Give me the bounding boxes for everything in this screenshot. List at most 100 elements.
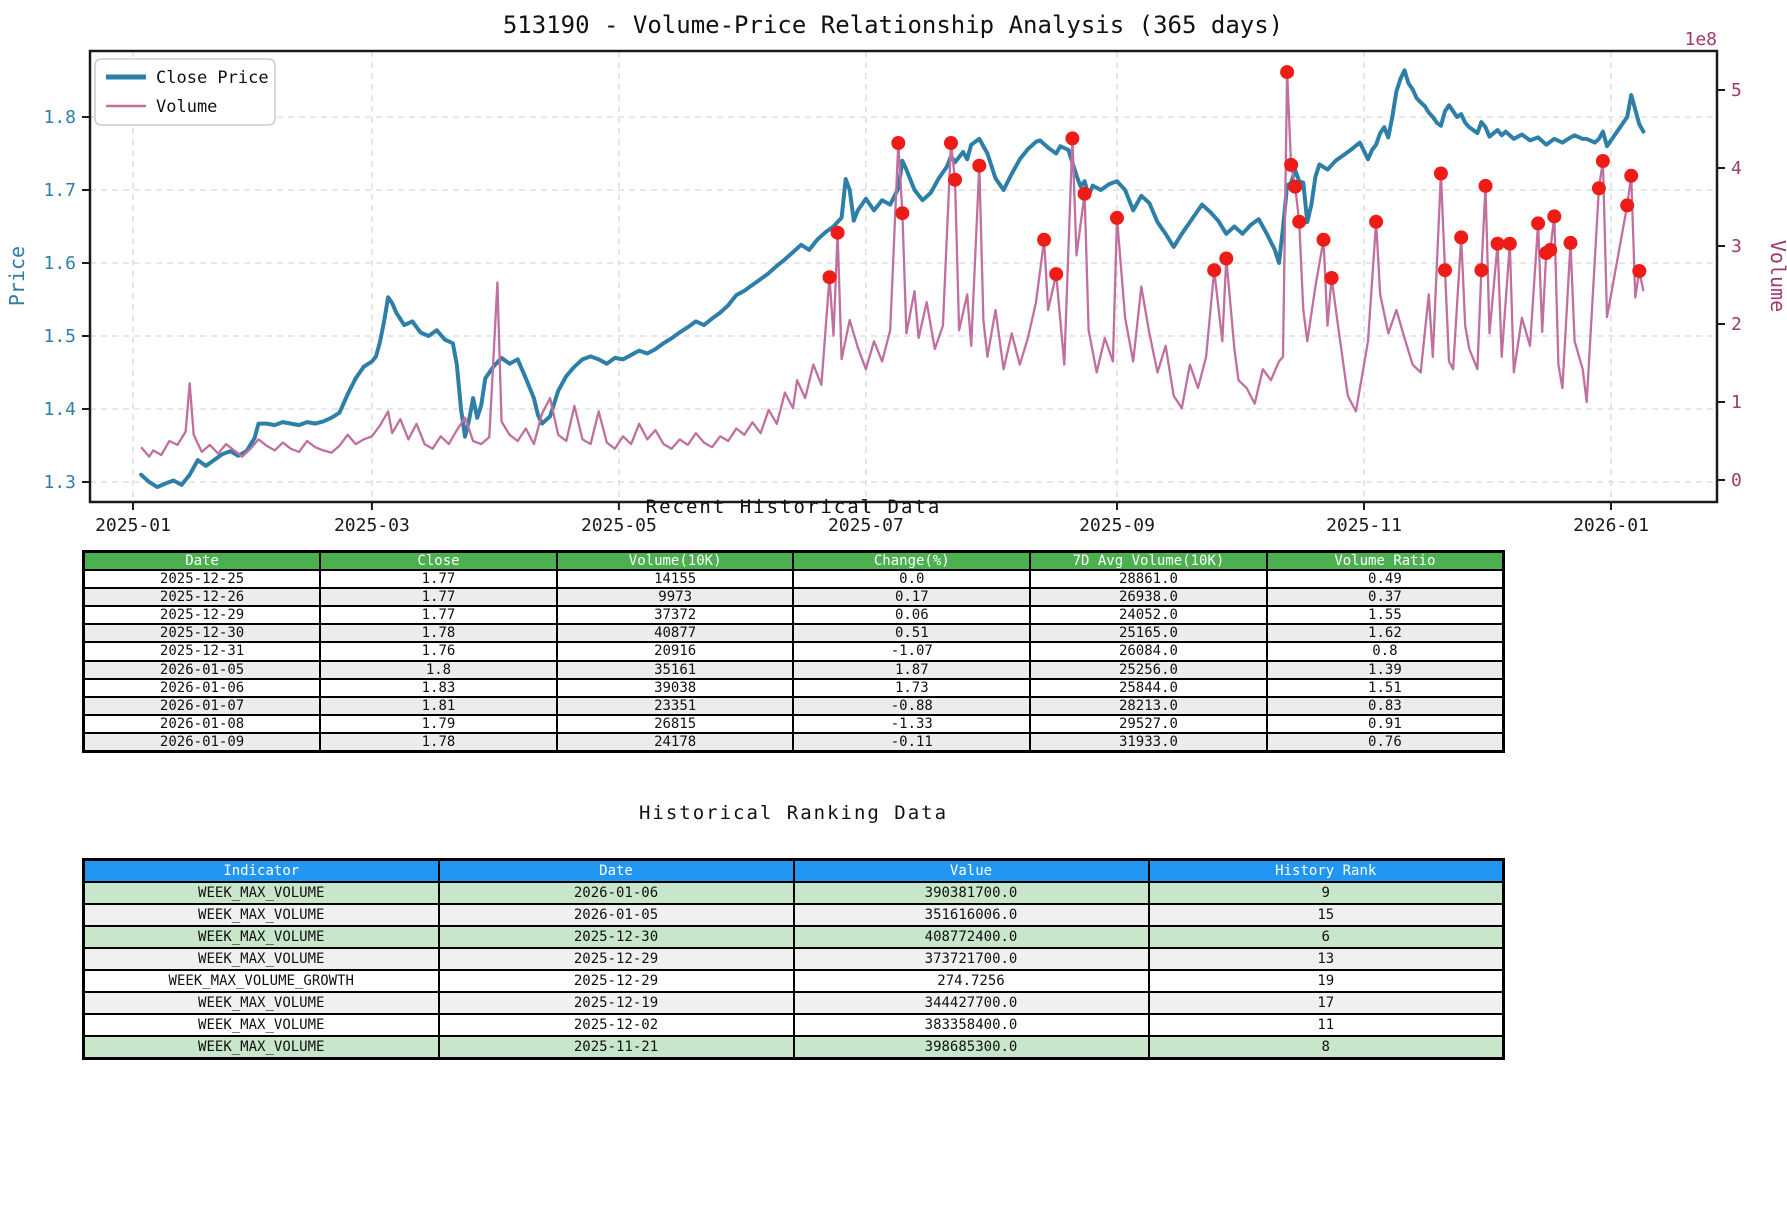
table-row: WEEK_MAX_VOLUME 2026-01-06 390381700.0 9 (82, 881, 1505, 905)
y-right-tick-label: 3 (1731, 236, 1742, 257)
table-cell: 390381700.0 (792, 881, 1150, 905)
table-row: WEEK_MAX_VOLUME 2025-12-29 373721700.0 13 (82, 947, 1505, 971)
table-cell: 25844.0 (1029, 677, 1268, 698)
table-cell: 35161 (555, 659, 795, 680)
table-cell: 19 (1147, 969, 1505, 993)
table-cell: 2025-12-31 (82, 641, 322, 662)
volume-spike-dot (1591, 181, 1606, 196)
y-right-tick-label: 5 (1731, 80, 1742, 101)
table-cell: 2025-12-25 (82, 569, 322, 590)
table-cell: 2025-12-29 (437, 969, 795, 993)
table-cell: 2026-01-08 (82, 713, 322, 734)
table-row: WEEK_MAX_VOLUME 2025-12-02 383358400.0 11 (82, 1013, 1505, 1037)
table-row: WEEK_MAX_VOLUME 2025-12-19 344427700.0 17 (82, 991, 1505, 1015)
plot-border (88, 49, 1719, 504)
table-cell: 1.62 (1265, 623, 1505, 644)
volume-line (140, 70, 1645, 458)
y-right-tick-label: 2 (1731, 314, 1742, 335)
x-tick-label: 2025-05 (581, 515, 657, 536)
table-cell: 25165.0 (1029, 623, 1268, 644)
table-cell: 17 (1147, 991, 1505, 1015)
table-cell: 0.83 (1265, 695, 1505, 716)
volume-spike-dot (830, 225, 845, 240)
volume-spike-dot (895, 206, 910, 221)
table-cell: 1.87 (792, 659, 1032, 680)
legend-label: Volume (156, 97, 217, 117)
table-row: 2026-01-07 1.81 23351 -0.88 28213.0 0.83 (82, 695, 1505, 716)
table-cell: WEEK_MAX_VOLUME (82, 881, 440, 905)
table-cell: 26084.0 (1029, 641, 1268, 662)
x-tick-label: 2025-09 (1079, 515, 1155, 536)
table-cell: 39038 (555, 677, 795, 698)
y-left-tick-label: 1.3 (43, 472, 76, 493)
column-header: Close (319, 550, 558, 572)
volume-spike-dot (1454, 230, 1469, 245)
table-header-row: Date Close Volume(10K) Change(%) 7D Avg Volu… (82, 550, 1505, 572)
table-cell: 9973 (555, 587, 795, 608)
x-tick-label: 2025-01 (95, 515, 171, 536)
table-cell: 1.55 (1265, 605, 1505, 626)
table-header-row: Indicator Date Value History Rank (82, 858, 1505, 883)
table-cell: 28861.0 (1029, 569, 1268, 590)
volume-spike-dot (1531, 216, 1546, 231)
volume-spike-dot (1219, 251, 1234, 266)
table-cell: 2025-12-19 (437, 991, 795, 1015)
table-cell: WEEK_MAX_VOLUME (82, 925, 440, 949)
table-cell: 2025-12-30 (82, 623, 322, 644)
volume-spike-dot (1490, 236, 1505, 251)
column-header: 7D Avg Volume(10K) (1029, 550, 1268, 572)
table-row: WEEK_MAX_VOLUME 2025-11-21 398685300.0 8 (82, 1035, 1505, 1060)
table-cell: 383358400.0 (792, 1013, 1150, 1037)
table-cell: -0.88 (792, 695, 1032, 716)
table-cell: 398685300.0 (792, 1035, 1150, 1060)
table-cell: 6 (1147, 925, 1505, 949)
ranking-table-body: WEEK_MAX_VOLUME 2026-01-06 390381700.0 9 WEE… (82, 881, 1505, 1060)
table-cell: 31933.0 (1029, 731, 1268, 753)
table-row: 2026-01-06 1.83 39038 1.73 25844.0 1.51 (82, 677, 1505, 698)
table-cell: 1.73 (792, 677, 1032, 698)
column-header: Date (82, 550, 322, 572)
table-cell: WEEK_MAX_VOLUME (82, 903, 440, 927)
table-cell: 1.77 (319, 605, 558, 626)
table-cell: 2025-12-30 (437, 925, 795, 949)
volume-spike-dot (1110, 210, 1124, 225)
x-tick-label: 2025-07 (828, 515, 904, 536)
volume-spike-dot (1292, 214, 1307, 229)
table-cell: 24178 (555, 731, 795, 753)
volume-spike-dot (1207, 263, 1222, 278)
table-cell: 1.8 (319, 659, 558, 680)
volume-spike-dot (1288, 179, 1303, 194)
table-cell: 351616006.0 (792, 903, 1150, 927)
table-row: 2025-12-30 1.78 40877 0.51 25165.0 1.62 (82, 623, 1505, 644)
volume-spike-dot (1065, 131, 1080, 146)
recent-section-title: Recent Historical Data (645, 496, 942, 518)
y-left-tick-label: 1.8 (43, 107, 76, 128)
table-cell: 1.39 (1265, 659, 1505, 680)
volume-spike-dot (1632, 264, 1647, 278)
volume-price-chart: 2025-01 2025-03 2025-05 2025-07 2025-09 2025-… (5, 11, 1787, 536)
table-cell: 0.8 (1265, 641, 1505, 662)
volume-spike-dot (1438, 263, 1452, 278)
table-row: 2025-12-26 1.77 9973 0.17 26938.0 0.37 (82, 587, 1505, 608)
recent-data-table: Date Close Volume(10K) Change(%) 7D Avg Volu… (82, 550, 1505, 754)
table-cell: -1.33 (792, 713, 1032, 734)
table-cell: 2025-12-29 (437, 947, 795, 971)
recent-table-body: 2025-12-25 1.77 14155 0.0 28861.0 0.49 2025-12… (82, 569, 1505, 753)
table-cell: 2025-12-26 (82, 587, 322, 608)
volume-spike-dot (1502, 236, 1517, 251)
table-cell: 26815 (555, 713, 795, 734)
table-cell: 1.76 (319, 641, 558, 662)
table-row: 2026-01-09 1.78 24178 -0.11 31933.0 0.76 (82, 731, 1505, 753)
table-cell: 26938.0 (1029, 587, 1268, 608)
table-cell: 1.79 (319, 713, 558, 734)
table-cell: 28213.0 (1029, 695, 1268, 716)
table-cell: 8 (1147, 1035, 1505, 1060)
y-left-tick-label: 1.5 (43, 326, 76, 347)
table-cell: 2026-01-06 (437, 881, 795, 905)
table-row: WEEK_MAX_VOLUME 2025-12-30 408772400.0 6 (82, 925, 1505, 949)
volume-spike-dot (1478, 178, 1493, 193)
table-cell: 15 (1147, 903, 1505, 927)
volume-spike-dot (1547, 209, 1562, 224)
table-cell: 1.78 (319, 623, 558, 644)
